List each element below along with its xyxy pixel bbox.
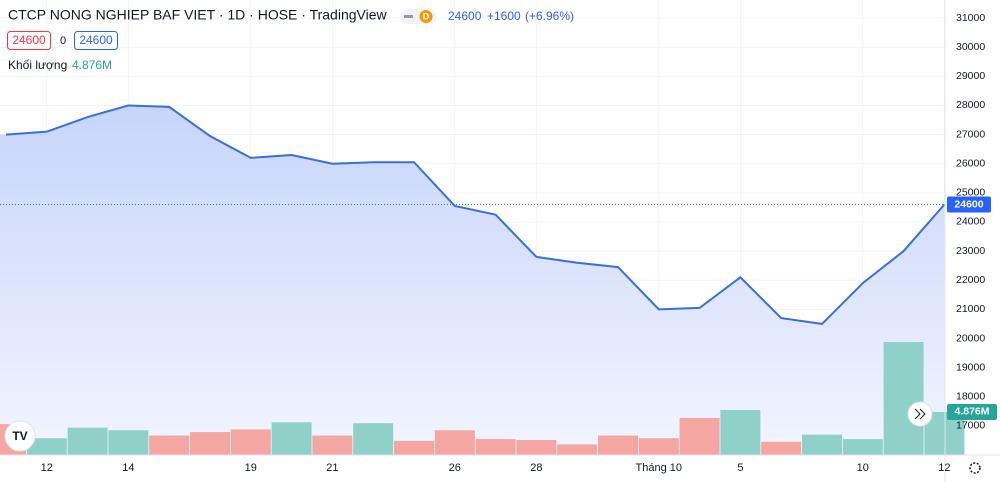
- badge-dash: [404, 15, 413, 18]
- x-tick-label: 5: [737, 462, 743, 474]
- x-tick-label: 10: [857, 462, 869, 474]
- y-tick-label: 31000: [956, 12, 985, 24]
- badge-dot: [419, 10, 433, 23]
- x-tick-label: 19: [245, 462, 257, 474]
- y-tick-label: 29000: [956, 70, 985, 82]
- volume-bar: [842, 439, 883, 455]
- volume-value: 4.876M: [72, 58, 112, 72]
- y-tick-label: 18000: [956, 391, 985, 403]
- volume-bar: [190, 432, 230, 455]
- y-tick-label: 27000: [956, 128, 985, 140]
- volume-bar: [230, 429, 271, 455]
- logo-mark: TV: [12, 429, 27, 443]
- y-tick-label: 28000: [956, 99, 985, 111]
- x-tick-label: 21: [326, 462, 338, 474]
- x-tick-label: 14: [122, 462, 134, 474]
- volume-bar: [67, 427, 108, 455]
- logo[interactable]: [4, 420, 36, 452]
- volume-bar: [394, 440, 434, 455]
- x-tick-label: 12: [41, 462, 53, 474]
- chart-title: CTCP NONG NGHIEP BAF VIET · 1D · HOSE · …: [8, 7, 388, 23]
- plot: [0, 104, 965, 455]
- volume-tag: [947, 403, 997, 420]
- volume-bar: [761, 441, 802, 455]
- y-tick-label: 21000: [956, 303, 985, 315]
- volume-bar: [802, 434, 842, 455]
- y-tick-label: 24000: [956, 216, 985, 228]
- volume-bar: [271, 422, 312, 455]
- x-tick-label: 26: [449, 462, 461, 474]
- volume-bar: [108, 430, 149, 455]
- area: [0, 105, 945, 455]
- volume-bar: [353, 423, 394, 455]
- last-price-label: 24600: [954, 198, 983, 210]
- volume-bar: [516, 439, 557, 455]
- sell-price[interactable]: 24600: [12, 33, 46, 47]
- volume-bar: [598, 435, 638, 455]
- x-tick-label: 28: [530, 462, 542, 474]
- volume-bar: [720, 409, 761, 455]
- settings[interactable]: [969, 462, 981, 474]
- y-tick-label: 19000: [956, 361, 985, 373]
- y-tick-label: 26000: [956, 157, 985, 169]
- volume-bar: [638, 438, 679, 455]
- sell-box[interactable]: [7, 31, 51, 50]
- volume-bar: [434, 430, 475, 455]
- y-tick-label: 22000: [956, 274, 985, 286]
- volume-label: Khối lượng: [8, 58, 67, 72]
- badge: D: [423, 11, 430, 21]
- volume-bar: [26, 438, 67, 455]
- spread: 0: [60, 35, 66, 47]
- buy-price[interactable]: 24600: [79, 33, 113, 47]
- scroll-icon: [914, 408, 926, 420]
- price-line: [5, 104, 946, 325]
- y-tick-label: 30000: [956, 41, 985, 53]
- y-tick-label: 23000: [956, 245, 985, 257]
- change-pct: (+6.96%): [525, 9, 574, 23]
- y-tick-label: 25000: [956, 187, 985, 199]
- last-price: 24600: [448, 9, 482, 23]
- volume-bar: [149, 435, 190, 455]
- y-tick-label: 17000: [956, 420, 985, 432]
- y-tick-label: 20000: [956, 332, 985, 344]
- change: +1600: [487, 9, 521, 23]
- volume-bar: [883, 342, 924, 455]
- x-tick-label: 12: [938, 462, 950, 474]
- volume-bar: [557, 444, 598, 455]
- buy-box[interactable]: [74, 31, 118, 50]
- volume-tag-label: 4.876M: [954, 406, 989, 418]
- last-price-tag: [947, 196, 991, 213]
- volume-bar: [475, 439, 516, 455]
- x-tick-label: Tháng 10: [636, 462, 682, 474]
- volume-bar: [312, 435, 353, 455]
- volume-bar: [679, 417, 720, 455]
